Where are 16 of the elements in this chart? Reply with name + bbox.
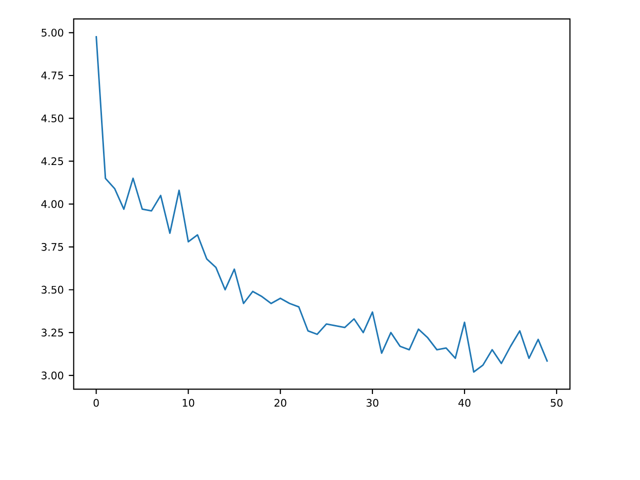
- x-tick-label: 20: [274, 398, 286, 407]
- x-tick-label: 10: [182, 398, 194, 407]
- x-tick-label: 40: [458, 398, 470, 407]
- y-tick-label: 4.25: [41, 157, 64, 166]
- x-tick-label: 50: [550, 398, 562, 407]
- y-tick-label: 4.75: [41, 72, 64, 80]
- y-tick-label: 5.00: [42, 28, 64, 37]
- y-tick-label: 3.00: [42, 372, 64, 380]
- x-tick-label: 30: [366, 398, 378, 407]
- y-tick-label: 4.50: [41, 114, 64, 122]
- y-tick-label: 4.00: [41, 200, 64, 208]
- y-tick-label: 3.25: [42, 328, 64, 337]
- line-series: [95, 35, 548, 373]
- y-tick-label: 3.75: [42, 242, 64, 251]
- x-tick-label: 0: [94, 398, 99, 407]
- y-tick-label: 3.50: [42, 286, 64, 294]
